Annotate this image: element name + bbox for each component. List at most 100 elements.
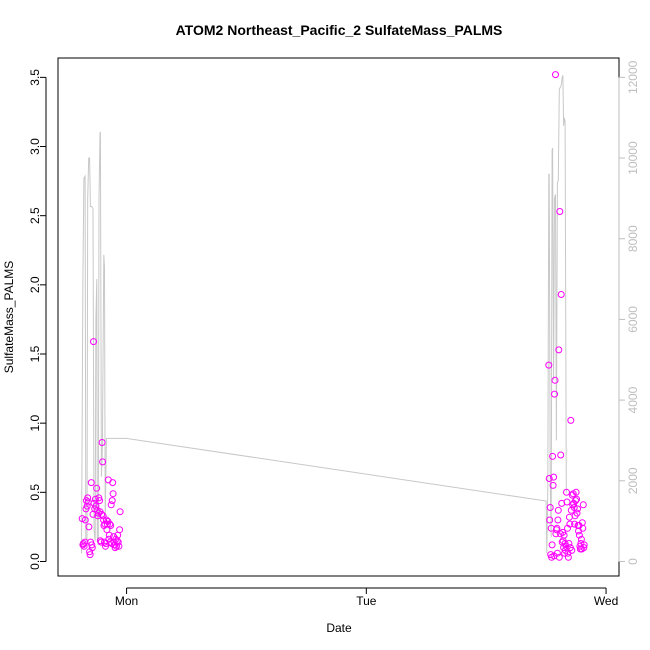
data-point (548, 541, 556, 549)
y2-tick-label: 10000 (626, 141, 640, 175)
y2-tick-label: 6000 (626, 306, 640, 333)
y-tick-label: 3.5 (28, 69, 42, 86)
data-point (553, 549, 561, 557)
data-point (84, 494, 92, 502)
data-point (554, 506, 562, 514)
data-point (115, 542, 123, 550)
data-point (572, 488, 580, 496)
data-point (551, 390, 558, 398)
data-point (107, 501, 115, 509)
data-point (579, 501, 587, 509)
data-point (116, 508, 124, 516)
x-tick-label: Tue (356, 594, 377, 608)
data-point (93, 484, 101, 492)
data-point (568, 546, 576, 554)
chart-title: ATOM2 Northeast_Pacific_2 SulfateMass_PA… (176, 22, 503, 38)
data-point (555, 346, 563, 354)
data-point (550, 473, 558, 481)
data-point (107, 522, 115, 529)
data-point (98, 439, 106, 446)
data-point (96, 537, 104, 545)
y-tick-label: 2.0 (28, 276, 42, 293)
data-point (96, 497, 103, 505)
data-point (88, 541, 96, 549)
data-point (557, 291, 565, 298)
data-point (92, 502, 100, 510)
data-point (571, 520, 579, 528)
data-point (103, 520, 111, 528)
data-point (557, 451, 565, 459)
points-layer (78, 71, 588, 561)
data-point (108, 497, 116, 505)
data-point (566, 520, 574, 528)
y-tick-label: 2.5 (28, 207, 42, 224)
data-point (564, 553, 572, 561)
data-point (580, 541, 588, 549)
data-point (563, 498, 571, 506)
data-point (94, 512, 102, 520)
data-point (97, 538, 105, 546)
data-point (573, 509, 581, 517)
data-point (549, 452, 557, 460)
y-axis-label: SulfateMass_PALMS (2, 261, 16, 374)
x-tick-label: Mon (115, 594, 138, 608)
data-point (570, 504, 578, 511)
data-point (88, 544, 96, 552)
data-point (85, 523, 93, 531)
data-point (575, 531, 583, 539)
x-tick-label: Wed (594, 594, 618, 608)
data-point (546, 504, 554, 511)
data-point (553, 524, 561, 532)
data-point (114, 538, 122, 546)
data-point (552, 71, 559, 79)
data-point (545, 475, 553, 482)
data-point (545, 361, 553, 369)
series-line (81, 75, 567, 554)
y-tick-label: 1.0 (28, 414, 42, 431)
y-tick-label: 1.5 (28, 345, 42, 362)
y2-tick-label: 12000 (626, 60, 640, 94)
data-point (111, 544, 119, 552)
data-point (87, 479, 95, 487)
y2-tick-label: 4000 (626, 386, 640, 413)
data-point (556, 208, 564, 215)
data-point (577, 535, 585, 543)
data-point (554, 516, 562, 524)
x-axis-label: Date (326, 621, 352, 635)
axes-layer: 0.0 0.5 1.0 1.5 2.0 2.5 3.0 3.5 Mon Tue Wed 0 2000 40… (28, 60, 640, 608)
data-point (99, 458, 107, 466)
data-point (80, 542, 88, 550)
data-point (567, 416, 575, 424)
data-point (579, 524, 587, 532)
data-point (560, 531, 568, 539)
data-point (565, 513, 573, 521)
data-point (574, 505, 581, 513)
data-point (91, 495, 99, 503)
data-point (102, 516, 110, 524)
data-point (549, 481, 557, 489)
data-point (573, 495, 581, 503)
y-tick-label: 3.0 (28, 138, 42, 155)
data-point (90, 338, 97, 346)
data-point (572, 497, 580, 505)
data-point (116, 526, 124, 534)
data-point (83, 502, 91, 510)
data-point (86, 551, 94, 559)
data-point (565, 540, 573, 547)
data-point (563, 488, 570, 496)
data-point (79, 540, 87, 547)
plot-frame (57, 57, 620, 577)
data-point (95, 494, 103, 502)
data-point (109, 479, 117, 487)
data-point (109, 490, 117, 498)
y2-tick-label: 8000 (626, 225, 640, 252)
data-point (551, 376, 559, 384)
y-tick-label: 0.5 (28, 484, 42, 501)
y2-tick-label: 2000 (626, 467, 640, 494)
line-layer (81, 75, 567, 554)
data-point (81, 516, 89, 524)
data-point (106, 520, 114, 528)
data-point (555, 553, 563, 561)
